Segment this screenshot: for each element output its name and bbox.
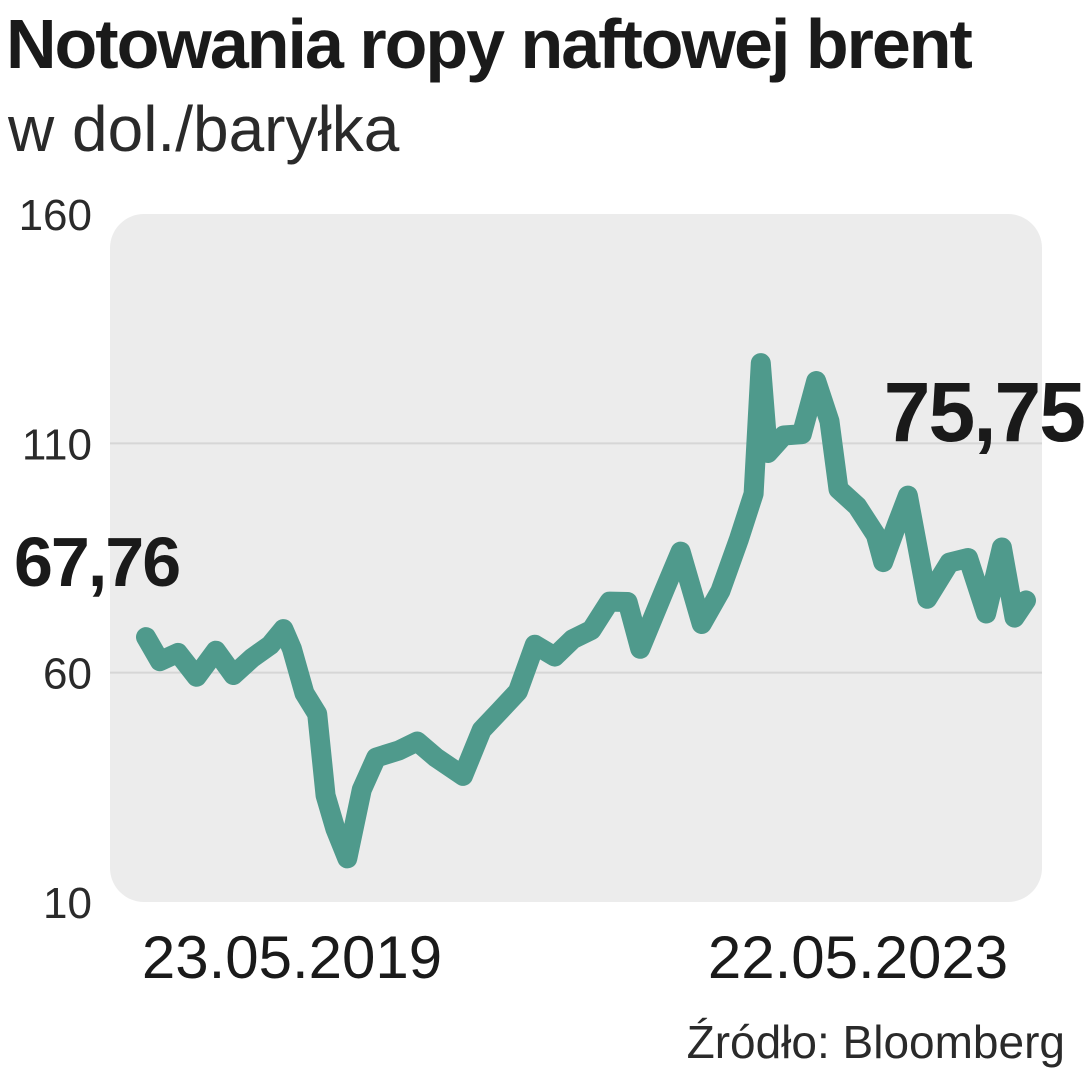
- chart-title: Notowania ropy naftowej brent: [6, 5, 973, 83]
- end-value-label: 75,75: [884, 365, 1084, 459]
- brent-price-chart: 10 60 110 160 67,76 75,75 23.05.2019 22.05.…: [14, 191, 1086, 991]
- y-tick-label-110: 110: [22, 420, 92, 469]
- gridlines: [110, 442, 1042, 674]
- plot-panel: [110, 214, 1042, 902]
- y-tick-label-60: 60: [43, 650, 92, 699]
- y-tick-label-160: 160: [19, 191, 92, 240]
- x-axis-start-date: 23.05.2019: [142, 924, 442, 991]
- source-note: Źródło: Bloomberg: [686, 1016, 1065, 1068]
- y-tick-label-10: 10: [43, 879, 92, 928]
- y-axis-ticks: 10 60 110 160: [19, 191, 92, 928]
- x-axis-end-date: 22.05.2023: [708, 924, 1008, 991]
- chart-subtitle: w dol./baryłka: [8, 93, 400, 165]
- series-line-brent: [136, 353, 1036, 869]
- start-value-label: 67,76: [14, 523, 179, 601]
